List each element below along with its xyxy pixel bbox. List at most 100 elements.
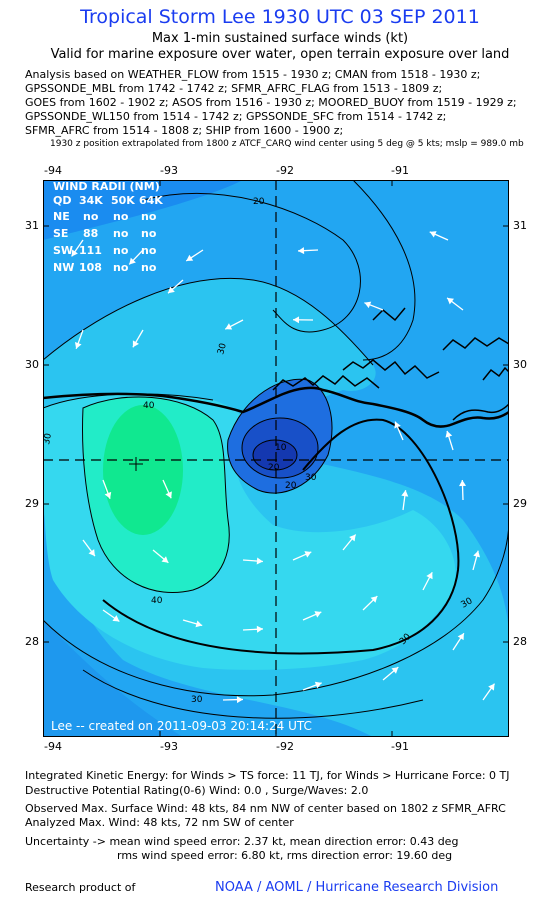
wind-vector-head [104,491,112,499]
wind-radii-cell: NE [53,210,70,223]
wind-vector-head [74,341,82,349]
wind-max-core [103,405,183,535]
wind-vector-head [129,257,136,265]
lon-tick-top: -93 [160,164,178,177]
creation-credit: Lee -- created on 2011-09-03 20:14:24 UT… [51,719,312,733]
wind-radii-cell: no [141,227,157,240]
contour-label: 40 [143,401,155,411]
coastline-marsh [272,374,380,391]
wind-vector-head [429,231,437,238]
lon-tick-bottom: -91 [391,740,409,753]
wind-radii-cell: 108 [79,261,102,274]
contour-line [227,378,333,494]
wind-radii-cell: no [113,210,129,223]
wind-radii-header: 50K [111,194,135,207]
analyzed-max-wind: Analyzed Max. Wind: 48 kts, 72 nm SW of … [25,816,294,829]
wind-vector-field [71,231,496,704]
coastline-delta [452,403,509,421]
contour-line [43,519,509,697]
coastline [43,386,509,428]
uncertainty-rms: rms wind speed error: 6.80 kt, rms direc… [117,849,453,862]
wind-vector-head [236,696,243,704]
wind-vector-head [426,572,433,580]
contour-line [352,180,416,361]
wind-radii-cell: SW [53,244,73,257]
wind-radii-cell: no [141,261,157,274]
wind-band-calm-eye [253,440,297,470]
wind-radii-title: WIND RADII (NM) [53,180,160,193]
lat-tick-right: 29 [513,497,527,510]
noaa-credit-link[interactable]: NOAA / AOML / Hurricane Research Divisio… [215,880,499,895]
position-note: 1930 z position extrapolated from 1800 z… [50,139,524,149]
wind-radii-cell: no [83,210,99,223]
lat-tick-right: 31 [513,219,527,232]
wind-vector-head [298,247,305,255]
wind-vector-head [161,556,169,563]
uncertainty-mean: Uncertainty -> mean wind speed error: 2.… [25,835,459,848]
map-title: Tropical Storm Lee 1930 UTC 03 SEP 2011 [80,6,480,28]
wind-radii-cell: NW [53,261,74,274]
wind-vector-head [293,316,300,324]
contour-line [142,193,361,333]
lat-tick-left: 30 [25,358,39,371]
lon-tick-top: -92 [276,164,294,177]
wind-field-map: 20 30 40 30 30 40 20 10 30 20 30 30 WIND… [43,180,509,737]
wind-vector-head [488,683,495,691]
wind-vector-head [314,681,322,689]
map-subtitle-winds: Max 1-min sustained surface winds (kt) [151,31,409,46]
lon-tick-bottom: -94 [44,740,62,753]
lat-tick-left: 28 [25,635,39,648]
lat-tick-left: 31 [25,219,39,232]
wind-radii-cell: no [141,210,157,223]
lat-tick-left: 29 [25,497,39,510]
wind-radii-header: 34K [79,194,103,207]
wind-vector-head [256,625,263,633]
contour-line [241,417,319,479]
contour-label: 20 [253,197,265,207]
wind-vector-head [256,557,263,565]
contour-line [43,278,374,366]
lon-tick-bottom: -92 [276,740,294,753]
wind-band-low-nw [43,180,243,240]
wind-radii-cell: no [113,244,129,257]
wind-radii-header: 64K [139,194,163,207]
wind-vector-head [364,301,372,309]
wind-vector-head [445,430,453,438]
ike-stat: Integrated Kinetic Energy: for Winds > T… [25,769,510,782]
wind-radii-cell: no [113,227,129,240]
wind-vector-head [132,340,139,348]
coastline-delta [482,366,509,381]
wind-vector-head [447,297,454,305]
coastline-marsh [342,359,440,379]
lon-tick-bottom: -93 [160,740,178,753]
wind-vector-head [314,611,322,618]
wind-radii-table: WIND RADII (NM) QD 34K 50K 64K NE no no … [53,180,163,274]
map-frame [43,180,509,737]
analysis-line: GPSSONDE_WL150 from 1514 - 1742 z; GPSSO… [25,110,447,123]
wind-vector-head [394,421,401,429]
contour-label: 20 [268,463,280,473]
observed-max-wind: Observed Max. Surface Wind: 48 kts, 84 n… [25,802,506,815]
wind-vector-head [165,491,172,499]
wind-radii-header: QD [53,194,71,207]
destructive-potential: Destructive Potential Rating(0-6) Wind: … [25,784,369,797]
wind-vector-head [349,534,356,542]
contour-label: 30 [43,432,54,445]
analysis-line: SFMR_AFRC from 1514 - 1808 z; SHIP from … [25,124,344,137]
contour-line [252,439,298,471]
wind-vector-head [304,551,312,558]
contour-line-34kt [102,418,460,655]
wind-vector-head [88,549,95,557]
research-product-label: Research product of [25,881,136,894]
wind-vector-head [473,550,481,558]
wind-radii-cell: 88 [83,227,98,240]
contour-label: 30 [191,695,203,705]
contour-line [82,396,230,594]
wind-band-low-sw [43,620,183,737]
wind-vector-head [225,323,233,330]
analysis-line: GPSSONDE_MBL from 1742 - 1742 z; SFMR_AF… [25,82,443,95]
map-subtitle-exposure: Valid for marine exposure over water, op… [50,47,510,62]
wind-vector-head [370,596,378,603]
contour-line [82,669,424,719]
wind-vector-head [391,667,399,674]
